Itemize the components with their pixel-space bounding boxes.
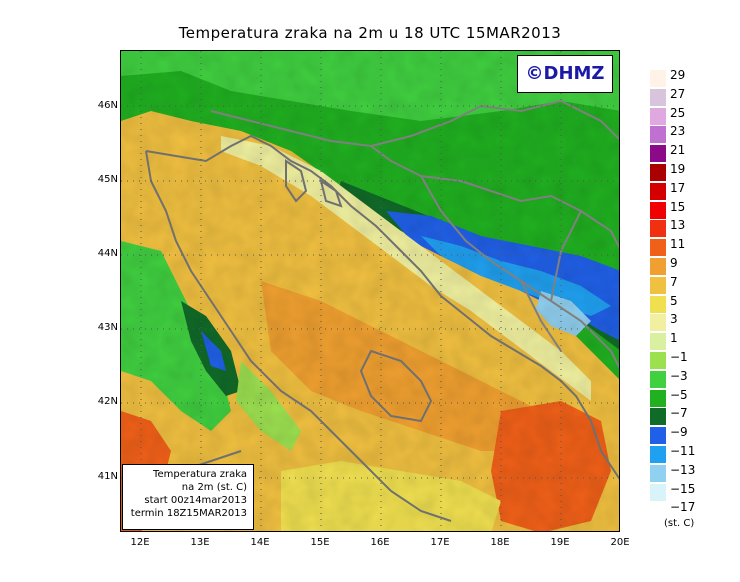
dhmz-logo: ©DHMZ bbox=[517, 55, 613, 93]
lat-label-44n: 44N bbox=[97, 248, 118, 259]
legend-swatch bbox=[650, 333, 666, 351]
legend-label: 19 bbox=[670, 162, 686, 176]
legend-label: −1 bbox=[670, 350, 688, 364]
legend-swatch bbox=[650, 370, 666, 388]
legend-swatch bbox=[650, 502, 666, 520]
lon-label-20e: 20E bbox=[610, 537, 630, 548]
legend-swatch bbox=[650, 446, 666, 463]
legend-label: −11 bbox=[670, 444, 696, 458]
legend-label: 9 bbox=[670, 256, 678, 270]
legend-label: 29 bbox=[670, 68, 686, 82]
legend-swatch bbox=[650, 295, 666, 313]
legend-swatch bbox=[650, 220, 666, 238]
legend-swatch bbox=[650, 70, 666, 87]
legend-label: −3 bbox=[670, 368, 688, 383]
map-title: Temperatura zraka na 2m u 18 UTC 15MAR20… bbox=[178, 24, 562, 42]
legend-swatch bbox=[650, 182, 666, 200]
legend-swatch bbox=[650, 107, 666, 125]
lat-label-42n: 42N bbox=[97, 396, 118, 407]
lon-label-12e: 12E bbox=[130, 537, 150, 548]
legend-swatch bbox=[650, 164, 666, 181]
legend-label: 5 bbox=[670, 293, 678, 308]
legend-label: 21 bbox=[670, 143, 686, 158]
legend-label: −9 bbox=[670, 425, 688, 440]
legend-swatch bbox=[650, 126, 666, 144]
legend-swatch bbox=[650, 389, 666, 407]
legend-label: 15 bbox=[670, 199, 686, 214]
lat-label-43n: 43N bbox=[97, 322, 118, 333]
legend-label: 1 bbox=[670, 331, 678, 346]
legend-label: −17 bbox=[670, 500, 696, 515]
info-line-3: start 00z14mar2013 bbox=[144, 495, 247, 506]
lon-label-18e: 18E bbox=[490, 537, 510, 548]
info-line-2: na 2m (st. C) bbox=[181, 482, 247, 493]
legend-swatch bbox=[650, 408, 666, 426]
legend-label: −5 bbox=[670, 387, 688, 402]
lat-label-46n: 46N bbox=[97, 100, 118, 111]
lat-label-45n: 45N bbox=[97, 174, 118, 185]
lon-label-14e: 14E bbox=[250, 537, 270, 548]
lon-label-19e: 19E bbox=[550, 537, 570, 548]
legend-label: 7 bbox=[670, 274, 678, 289]
legend-swatch bbox=[650, 276, 666, 294]
graticule bbox=[121, 51, 619, 531]
legend-label: −15 bbox=[670, 481, 696, 496]
legend-label: 3 bbox=[670, 312, 678, 327]
legend-label: 11 bbox=[670, 237, 686, 252]
legend-units: (st. C) bbox=[664, 518, 695, 529]
legend-swatch bbox=[650, 258, 666, 275]
legend-swatch bbox=[650, 352, 666, 369]
legend-swatch bbox=[650, 427, 666, 445]
legend-swatch bbox=[650, 314, 666, 332]
legend-label: 17 bbox=[670, 180, 686, 195]
lon-label-17e: 17E bbox=[430, 537, 450, 548]
info-line-1: Temperatura zraka bbox=[153, 469, 247, 480]
legend-label: 13 bbox=[670, 218, 686, 233]
legend-swatch bbox=[650, 88, 666, 106]
temperature-map bbox=[120, 50, 620, 532]
legend-label: 25 bbox=[670, 105, 686, 120]
legend-swatch bbox=[650, 145, 666, 163]
borders bbox=[210, 99, 619, 370]
lon-label-15e: 15E bbox=[310, 537, 330, 548]
legend-label: 23 bbox=[670, 124, 686, 139]
legend-swatch bbox=[650, 239, 666, 257]
lon-label-16e: 16E bbox=[370, 537, 390, 548]
info-line-4: termin 18Z15MAR2013 bbox=[130, 508, 247, 519]
lat-label-41n: 41N bbox=[97, 471, 118, 482]
legend-swatch bbox=[650, 201, 666, 219]
legend-label: −13 bbox=[670, 462, 696, 477]
legend-swatch bbox=[650, 483, 666, 501]
info-box: Temperatura zraka na 2m (st. C) start 00… bbox=[122, 464, 254, 530]
legend-label: 27 bbox=[670, 86, 686, 101]
legend-label: −7 bbox=[670, 406, 688, 421]
legend-swatch bbox=[650, 464, 666, 482]
lon-label-13e: 13E bbox=[190, 537, 210, 548]
